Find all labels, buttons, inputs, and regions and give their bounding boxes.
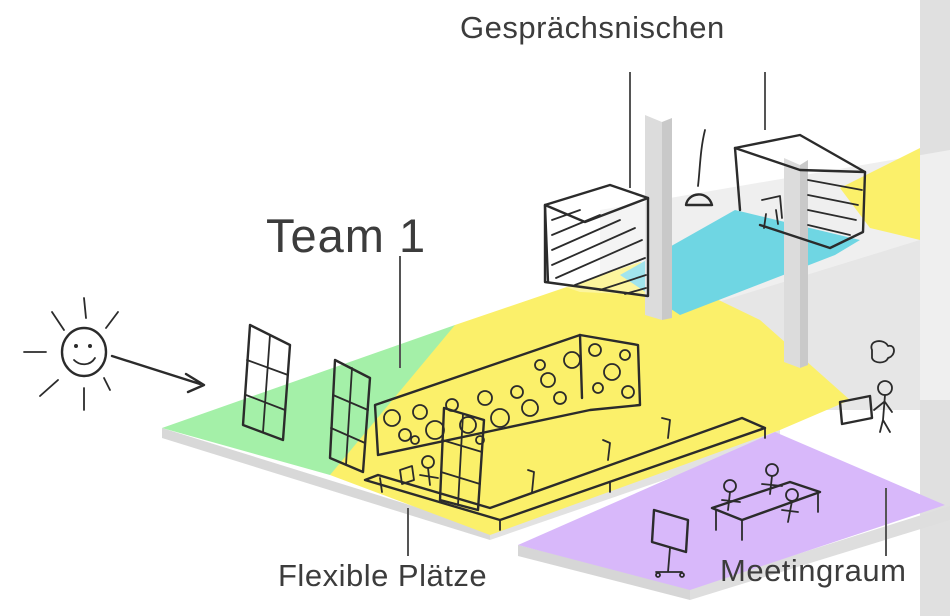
- booth-right: [733, 133, 867, 250]
- label-team: Team 1: [266, 209, 427, 262]
- yellow-zone-top: [840, 148, 920, 240]
- lamp-icon: [684, 129, 714, 207]
- person-icon: [781, 488, 799, 523]
- meeting-zone: [518, 432, 945, 590]
- leader-lines: [399, 72, 887, 556]
- sun-icon: [23, 297, 206, 411]
- long-desk: [363, 416, 767, 531]
- label-flexible-seats: Flexible Plätze: [278, 558, 488, 593]
- window-icon: [241, 323, 292, 442]
- pillars: [645, 115, 808, 368]
- person-icon: [761, 463, 783, 495]
- person-icon: [721, 479, 741, 511]
- label-conversation-niches: Gesprächsnischen: [460, 10, 725, 45]
- booth-left: [543, 183, 650, 298]
- person-icon: [399, 455, 439, 486]
- meeting-table: [710, 480, 822, 541]
- screen-icon: [650, 508, 690, 578]
- bubble-partition: [373, 333, 642, 457]
- window-icon: [328, 358, 372, 474]
- person-icon: [838, 380, 893, 433]
- thought-bubble-icon: [870, 340, 895, 364]
- label-meeting-room: Meetingraum: [720, 553, 907, 588]
